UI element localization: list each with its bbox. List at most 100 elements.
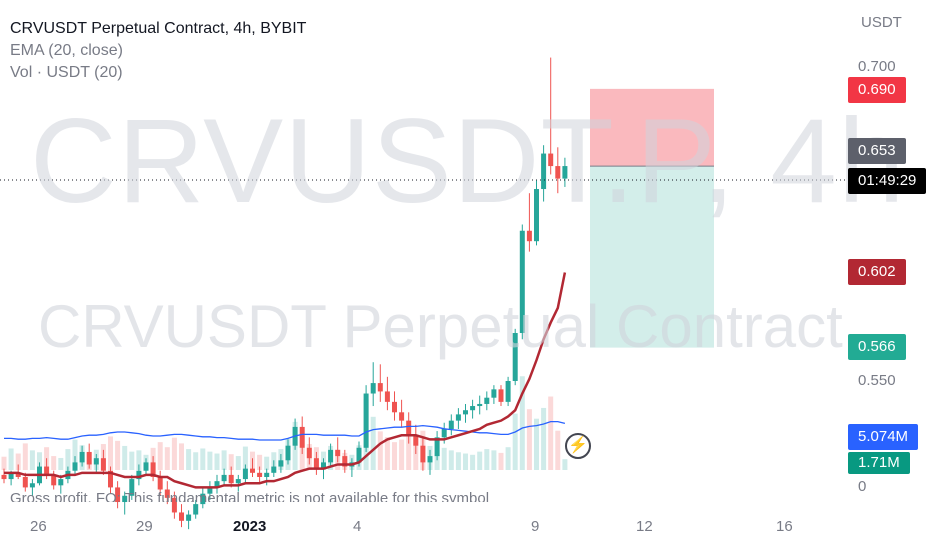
volume-bar xyxy=(399,439,405,470)
candle-body xyxy=(44,466,50,475)
candle-body xyxy=(129,479,135,496)
volume-bar xyxy=(221,450,227,470)
candle-body xyxy=(335,449,341,457)
volume-bar xyxy=(1,456,7,470)
ema-legend[interactable]: EMA (20, close) xyxy=(10,42,123,59)
volume-bar xyxy=(484,449,490,470)
time-tick: 2023 xyxy=(233,518,267,535)
candle-body xyxy=(470,406,476,411)
candle-body xyxy=(406,420,412,436)
candle-body xyxy=(370,383,376,394)
symbol-title[interactable]: CRVUSDT Perpetual Contract, 4h, BYBIT xyxy=(10,20,307,37)
volume-bar xyxy=(455,452,461,470)
volume-bar xyxy=(171,437,177,470)
candle-body xyxy=(79,451,85,463)
time-tick: 29 xyxy=(136,518,153,535)
volume-bar xyxy=(505,447,511,470)
countdown-tag: 01:49:29 xyxy=(848,168,927,194)
candle-body xyxy=(498,389,504,402)
candle-body xyxy=(441,428,447,438)
volume-bar xyxy=(463,453,468,470)
volume-legend[interactable]: Vol · USDT (20) xyxy=(10,64,123,81)
volume-bar xyxy=(15,453,21,470)
candle-body xyxy=(399,412,405,421)
candle-body xyxy=(8,472,14,480)
time-tick: 12 xyxy=(636,518,653,535)
candle-body xyxy=(193,504,199,515)
watermark-name: CRVUSDT Perpetual Contract xyxy=(38,293,843,360)
candle-body xyxy=(484,397,490,404)
volume-bar xyxy=(548,396,554,470)
volume-bar xyxy=(413,438,419,470)
time-tick: 16 xyxy=(776,518,793,535)
candle-body xyxy=(313,458,319,469)
ema-price-tag: 0.602 xyxy=(848,259,906,285)
volume-bar xyxy=(534,418,539,470)
volume-bar xyxy=(470,454,476,470)
candle-body xyxy=(512,333,518,381)
volume-bar xyxy=(512,413,518,470)
candle-body xyxy=(200,493,206,505)
volume-bar xyxy=(37,452,42,470)
candle-body xyxy=(242,468,248,480)
candle-body xyxy=(534,189,539,242)
stop-price-tag: 0.690 xyxy=(848,77,906,103)
volume-bar xyxy=(370,416,376,470)
candle-body xyxy=(72,462,78,471)
volume-bar xyxy=(51,456,57,470)
candle-body xyxy=(22,476,28,488)
candle-body xyxy=(86,451,92,465)
candle-body xyxy=(136,470,142,480)
volume-bar xyxy=(164,447,170,470)
volume-bar xyxy=(555,430,561,470)
time-tick: 9 xyxy=(531,518,540,535)
volume-bar xyxy=(406,434,412,470)
volume-bar xyxy=(498,452,504,470)
volume-bar xyxy=(200,448,206,470)
candle-body xyxy=(214,481,220,488)
volume-bar xyxy=(115,440,121,470)
price-tick: 0.550 xyxy=(858,372,896,389)
candle-body xyxy=(164,489,170,498)
candle-body xyxy=(235,479,241,484)
volume-bar xyxy=(242,446,248,470)
candle-body xyxy=(58,479,64,486)
candle-body xyxy=(392,401,397,413)
volume-bar xyxy=(448,450,454,470)
candle-body xyxy=(115,487,121,503)
candle-body xyxy=(122,495,128,503)
target-zone xyxy=(590,166,714,348)
candle-body xyxy=(356,447,362,463)
volume-bar xyxy=(186,449,192,470)
candle-body xyxy=(427,456,433,463)
volume-bar xyxy=(136,450,142,470)
candle-body xyxy=(342,456,348,467)
candle-body xyxy=(207,487,213,494)
candle-body xyxy=(448,420,454,429)
candle-body xyxy=(434,437,440,457)
candle-body xyxy=(1,474,7,480)
candle-body xyxy=(15,472,21,477)
volume-bar xyxy=(377,431,383,470)
watermark-ticker: CRVUSDT.P, 4h xyxy=(30,94,906,228)
candle-body xyxy=(278,460,284,467)
candle-body xyxy=(420,445,426,463)
short-position-tool[interactable] xyxy=(590,88,714,348)
candle-body xyxy=(221,474,227,482)
price-axis-unit[interactable]: USDT xyxy=(861,14,902,31)
candle-body xyxy=(413,435,419,446)
volume-bar xyxy=(207,451,213,470)
candle-body xyxy=(526,230,532,242)
candle-body xyxy=(519,230,525,334)
volume-bars xyxy=(1,376,568,470)
candle-body xyxy=(455,414,461,421)
candle-body xyxy=(100,458,106,471)
candle-body xyxy=(384,391,390,402)
volume-bar xyxy=(228,454,234,470)
volume-bar xyxy=(157,442,163,470)
candle-body xyxy=(257,472,263,477)
volume-ma-tag: 5.074M xyxy=(848,424,919,450)
lightning-icon[interactable]: ⚡ xyxy=(565,433,591,459)
volume-bar xyxy=(526,409,532,470)
